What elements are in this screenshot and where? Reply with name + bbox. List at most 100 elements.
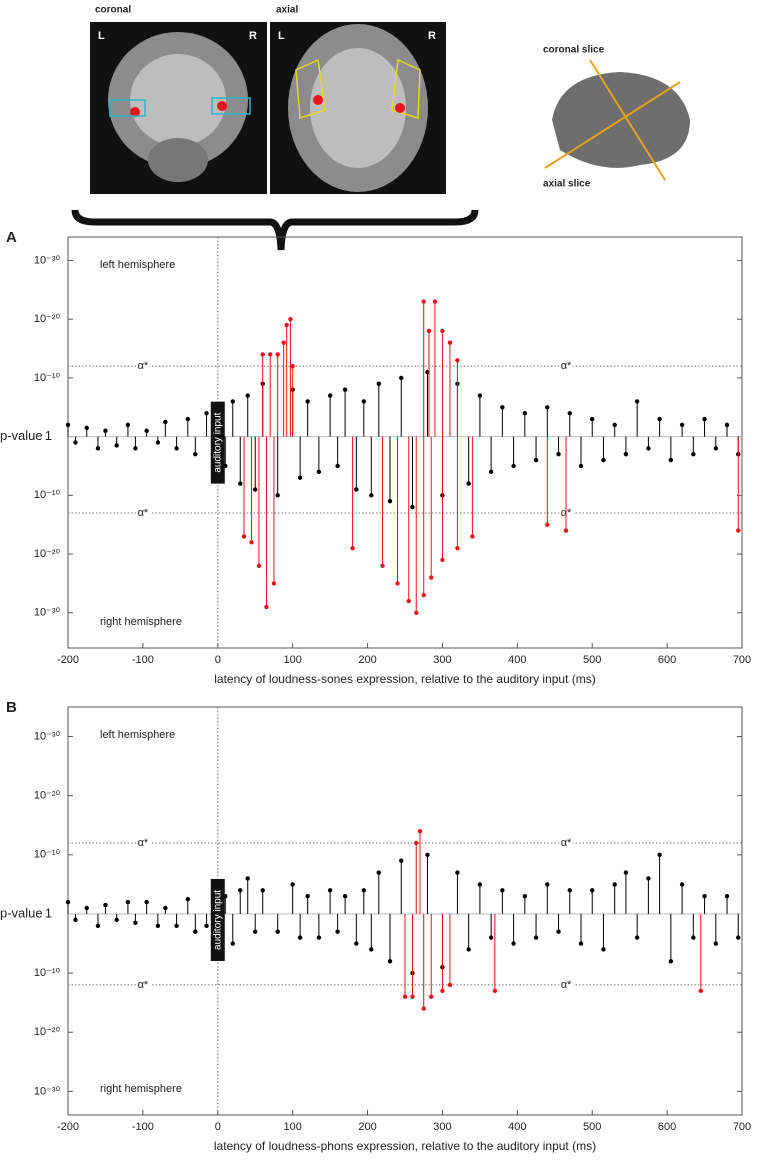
stem-dot [305,399,310,404]
side-label: L [98,30,105,42]
stem-dot [623,452,629,457]
stem-dot [455,358,460,363]
side-label: L [278,30,285,42]
stem-dot [275,352,280,357]
stem-dot [241,534,247,539]
stem-dot [533,457,539,463]
stem-dot [350,545,355,551]
stem-dot [477,882,483,887]
y-tick-label: 10⁻³⁰ [34,730,61,742]
x-tick-label: 600 [658,654,676,666]
stem-dot [545,522,550,527]
stem-dot [646,876,651,881]
hemisphere-label: right hemisphere [100,1083,182,1095]
stem-dot [260,352,265,357]
stem-dot [440,988,445,994]
stem-dot [193,929,198,934]
stem-dot [511,463,516,469]
stem-dot [95,923,101,928]
x-tick-label: 500 [583,654,601,666]
stem-dot [125,899,131,905]
stem-dot [369,493,374,498]
onset-label: auditory input [212,412,223,472]
stem-dot [679,422,685,428]
stem-dot [260,888,265,893]
hemisphere-label: left hemisphere [100,259,175,271]
plot-frame [67,706,743,1116]
stem-dot [144,428,149,433]
stem-dot [713,446,718,451]
alpha-label: α* [561,837,572,849]
x-tick-label: 400 [508,654,526,666]
alpha-label: α* [138,979,149,991]
stem-dot [245,393,250,398]
stem-dot [133,920,138,926]
stem-dot [284,322,289,328]
stem-dot [327,888,333,893]
stem-dot [249,540,254,545]
panel-label: A [6,229,17,246]
x-axis-label: latency of loudness-sones expression, re… [214,672,596,686]
stem-dot [623,870,629,875]
stem-dot [511,941,516,946]
stem-dot [556,452,561,457]
stem-dot [95,446,101,451]
stem-dot [380,563,385,568]
slice-label: axial slice [543,179,591,190]
stem-dot [103,902,108,908]
stem-dot [601,457,606,463]
alpha-label: α* [561,979,572,991]
stem-dot [73,440,78,445]
stem-dot [387,499,393,504]
image-label: coronal [95,5,131,16]
stem-dot [657,416,662,422]
stem-dot [533,935,539,940]
stem-dot [253,487,258,492]
stem-dot [500,405,505,410]
stem-dot [271,581,277,586]
stem-dot [342,894,348,899]
stem-dot [567,410,572,416]
stem-dot [230,941,235,946]
stem-dot [646,446,651,451]
y-tick-label: 1 [45,905,52,920]
x-tick-label: -200 [57,654,79,666]
stem-dot [668,959,674,964]
stem-dot [238,888,243,893]
source-dot [395,103,405,113]
y-tick-label: 10⁻¹⁰ [34,849,61,861]
stem-dot [402,994,408,999]
x-tick-label: 300 [433,654,451,666]
y-tick-label: 1 [45,428,52,443]
stem-dot [399,858,404,863]
x-tick-label: 600 [658,1121,676,1133]
stem-dot [447,340,453,345]
stem-dot [376,870,381,875]
stem-dot [264,604,269,610]
stem-dot [470,534,475,539]
hemisphere-label: left hemisphere [100,729,175,741]
stem-dot [601,947,606,952]
slice-line [544,81,681,169]
stem-dot [163,905,168,911]
panel-label: B [6,699,17,716]
stem-dot [691,935,696,940]
hemisphere-label: right hemisphere [100,616,182,628]
stem-dot [578,941,584,946]
stem-dot [376,381,381,386]
brace [71,209,479,251]
stem-dot [399,375,404,381]
stem-dot [736,528,741,533]
brain-images: coronal axial L R L R coronal slice axia… [71,5,690,251]
stem-dot [342,387,348,392]
stem-dot [281,340,286,345]
stem-dot [395,581,400,586]
stem-dot [84,425,89,431]
stem-dot [406,598,411,604]
stem-dot [414,610,419,615]
stem-dot [193,452,198,457]
stem-dot [590,416,595,422]
x-tick-label: 200 [358,654,376,666]
stem-dot [204,410,209,416]
stem-dot [288,317,293,322]
